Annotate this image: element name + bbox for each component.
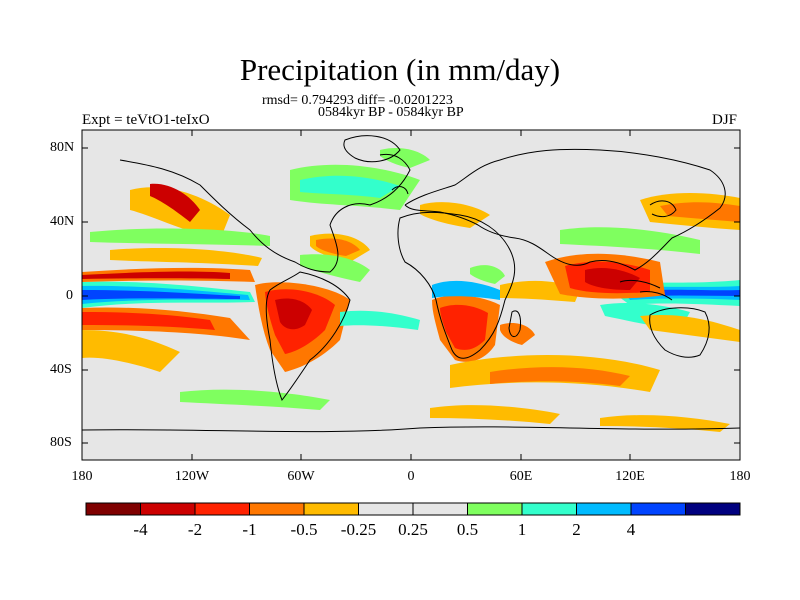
- south-atlantic-positive: [340, 310, 420, 330]
- indonesia-coast: [619, 279, 673, 301]
- map-field: [82, 130, 740, 460]
- southern-ocean-negative-core: [490, 367, 630, 386]
- north-pacific-negative-core: [82, 271, 230, 279]
- time-period: 0584kyr BP - 0584kyr BP: [318, 105, 464, 120]
- lat-label-80n: 80N: [50, 140, 75, 155]
- colorbar-box-6: [412, 502, 468, 516]
- lon-label-120e: 120E: [615, 469, 645, 484]
- experiment-label: Expt = teVtO1-teIxO: [82, 112, 210, 128]
- coastlines: [82, 135, 740, 433]
- equatorial-positive-band-max: [82, 290, 240, 300]
- season-label: DJF: [712, 112, 738, 128]
- colorbar-label-9: 4: [626, 520, 636, 539]
- japan-coast: [649, 200, 677, 218]
- lat-label-80s: 80S: [50, 435, 72, 450]
- lon-label-60e: 60E: [509, 469, 533, 484]
- eurasia-coast: [404, 148, 726, 271]
- colorbar-box-7: [467, 502, 523, 516]
- southern-pacific-positive: [180, 389, 330, 410]
- southern-africa-negative-core: [440, 304, 488, 350]
- east-asia-positive: [560, 227, 700, 254]
- south-pacific-weak: [82, 330, 180, 372]
- colorbar-label-2: -1: [242, 520, 257, 539]
- colorbar-box-5: [358, 502, 414, 516]
- maritime-continent-negative-max: [585, 267, 640, 290]
- lat-ticks: [82, 147, 740, 444]
- antarctica-coast: [82, 426, 740, 433]
- colorbar-box-9: [576, 502, 632, 516]
- africa-coast: [397, 211, 516, 359]
- north-america-coast: [119, 153, 411, 273]
- colorbar-label-7: 1: [517, 520, 527, 539]
- south-pacific-negative-core: [82, 312, 215, 330]
- colorbar-label-1: -2: [187, 520, 203, 539]
- amazon-negative-max: [275, 298, 312, 330]
- west-pacific-positive-max: [650, 289, 740, 296]
- colorbar-box-0: [85, 502, 141, 516]
- madagascar-coast: [508, 310, 521, 337]
- british-isles-coast: [391, 186, 409, 195]
- colorbar-box-10: [630, 502, 686, 516]
- south-america-coast: [265, 271, 351, 401]
- colorbar-box-2: [194, 502, 250, 516]
- atlantic-subtropical-negative-core: [316, 238, 360, 256]
- colorbar-box-1: [140, 502, 196, 516]
- lon-ticks: [81, 130, 741, 460]
- colorbar-label-8: 2: [572, 520, 581, 539]
- antarctic-coast-negative-east: [600, 415, 730, 432]
- colorbar-box-4: [303, 502, 359, 516]
- lat-label-40n: 40N: [50, 214, 75, 229]
- colorbar-box-3: [249, 502, 305, 516]
- colorbar-label-4: -0.25: [340, 520, 377, 539]
- colorbar-box-11: [685, 502, 741, 516]
- greenland-coast: [343, 135, 401, 163]
- lat-label-0: 0: [66, 288, 73, 303]
- colorbar-box-8: [521, 502, 577, 516]
- central-africa-positive: [432, 280, 500, 300]
- north-pacific-storm-core: [150, 183, 200, 222]
- south-pacific-convergence-negative: [640, 314, 740, 342]
- lon-label-0: 0: [407, 469, 415, 484]
- north-west-pacific-negative-core: [660, 202, 740, 222]
- rmsd-diff-stats: rmsd= 0.794293 diff= -0.0201223: [262, 93, 453, 108]
- lon-label-120w: 120W: [174, 469, 210, 484]
- mediterranean-negative: [420, 202, 490, 228]
- north-pacific-positive-stripe: [90, 228, 270, 246]
- lon-label-60w: 60W: [287, 469, 315, 484]
- subtropical-pacific-negative: [110, 247, 262, 266]
- colorbar: [85, 502, 741, 516]
- lon-label-180w: 180: [71, 469, 93, 484]
- antarctic-coast-negative: [430, 405, 560, 424]
- east-africa-positive: [470, 265, 505, 284]
- nordic-seas-positive: [380, 148, 430, 168]
- north-atlantic-positive-core: [300, 175, 400, 198]
- caribbean-positive: [300, 254, 370, 282]
- lon-label-180e: 180: [729, 469, 751, 484]
- colorbar-label-6: 0.5: [456, 520, 479, 539]
- colorbar-label-5: 0.25: [398, 520, 428, 539]
- colorbar-label-0: -4: [133, 520, 148, 539]
- australia-coast: [649, 307, 710, 358]
- lat-label-40s: 40S: [50, 362, 72, 377]
- chart-title: Precipitation (in mm/day): [239, 52, 561, 87]
- colorbar-label-3: -0.5: [290, 520, 318, 539]
